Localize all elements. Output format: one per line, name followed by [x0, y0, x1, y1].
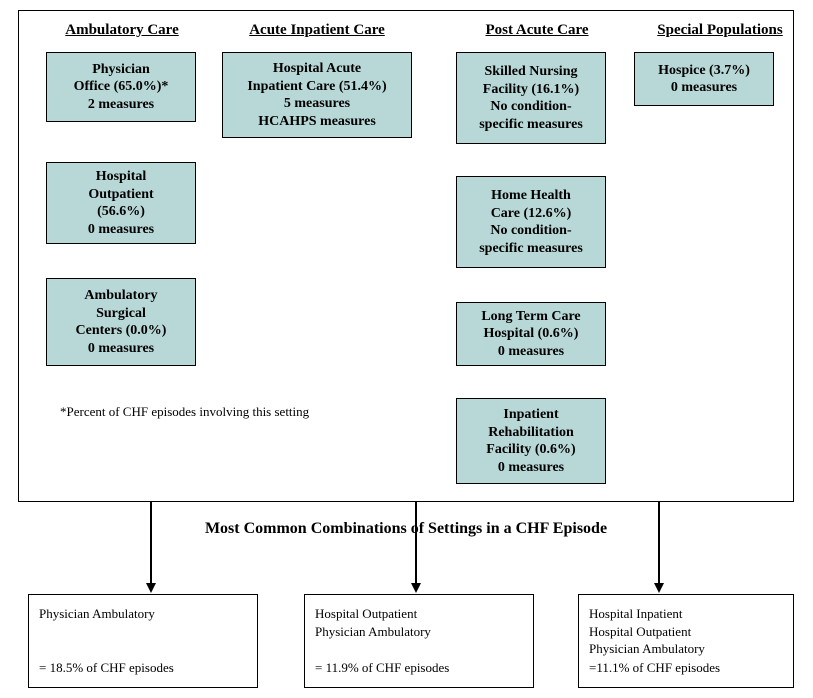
col-header-acute: Acute Inpatient Care: [222, 22, 412, 39]
card-text: Hospital AcuteInpatient Care (51.4%)5 me…: [247, 60, 386, 130]
card-ambulatory-surgical: AmbulatorySurgicalCenters (0.0%)0 measur…: [46, 278, 196, 366]
arrow-line: [415, 502, 417, 583]
combo-box-3: Hospital InpatientHospital OutpatientPhy…: [578, 594, 794, 688]
card-text: Hospice (3.7%)0 measures: [658, 62, 750, 97]
col-header-postacute: Post Acute Care: [462, 22, 612, 39]
diagram-canvas: Ambulatory Care Acute Inpatient Care Pos…: [0, 0, 813, 698]
card-text: PhysicianOffice (65.0%)*2 measures: [74, 61, 169, 114]
card-hospital-acute: Hospital AcuteInpatient Care (51.4%)5 me…: [222, 52, 412, 138]
arrow-line: [658, 502, 660, 583]
card-inpatient-rehab: InpatientRehabilitationFacility (0.6%)0 …: [456, 398, 606, 484]
combo-settings: Hospital OutpatientPhysician Ambulatory: [315, 605, 523, 640]
card-hospital-outpatient: HospitalOutpatient(56.6%)0 measures: [46, 162, 196, 244]
card-skilled-nursing: Skilled NursingFacility (16.1%)No condit…: [456, 52, 606, 144]
arrow-head-icon: [411, 583, 421, 593]
col-header-ambulatory: Ambulatory Care: [42, 22, 202, 39]
combo-settings: Hospital InpatientHospital OutpatientPhy…: [589, 605, 783, 658]
subtitle: Most Common Combinations of Settings in …: [176, 520, 636, 538]
combo-percent: = 11.9% of CHF episodes: [315, 659, 523, 677]
arrow-head-icon: [146, 583, 156, 593]
card-text: Skilled NursingFacility (16.1%)No condit…: [479, 63, 583, 133]
card-text: Home HealthCare (12.6%)No condition-spec…: [479, 187, 583, 257]
card-text: HospitalOutpatient(56.6%)0 measures: [88, 168, 154, 238]
col-header-special: Special Populations: [630, 22, 810, 39]
card-physician-office: PhysicianOffice (65.0%)*2 measures: [46, 52, 196, 122]
footnote: *Percent of CHF episodes involving this …: [60, 404, 309, 420]
combo-percent: =11.1% of CHF episodes: [589, 659, 783, 677]
card-text: InpatientRehabilitationFacility (0.6%)0 …: [486, 406, 575, 476]
combo-box-2: Hospital OutpatientPhysician Ambulatory …: [304, 594, 534, 688]
card-text: Long Term CareHospital (0.6%)0 measures: [481, 308, 580, 361]
combo-box-1: Physician Ambulatory = 18.5% of CHF epis…: [28, 594, 258, 688]
combo-percent: = 18.5% of CHF episodes: [39, 659, 247, 677]
card-home-health: Home HealthCare (12.6%)No condition-spec…: [456, 176, 606, 268]
card-long-term-care: Long Term CareHospital (0.6%)0 measures: [456, 302, 606, 366]
combo-settings: Physician Ambulatory: [39, 605, 247, 623]
card-text: AmbulatorySurgicalCenters (0.0%)0 measur…: [76, 287, 167, 357]
arrow-head-icon: [654, 583, 664, 593]
card-hospice: Hospice (3.7%)0 measures: [634, 52, 774, 106]
arrow-line: [150, 502, 152, 583]
